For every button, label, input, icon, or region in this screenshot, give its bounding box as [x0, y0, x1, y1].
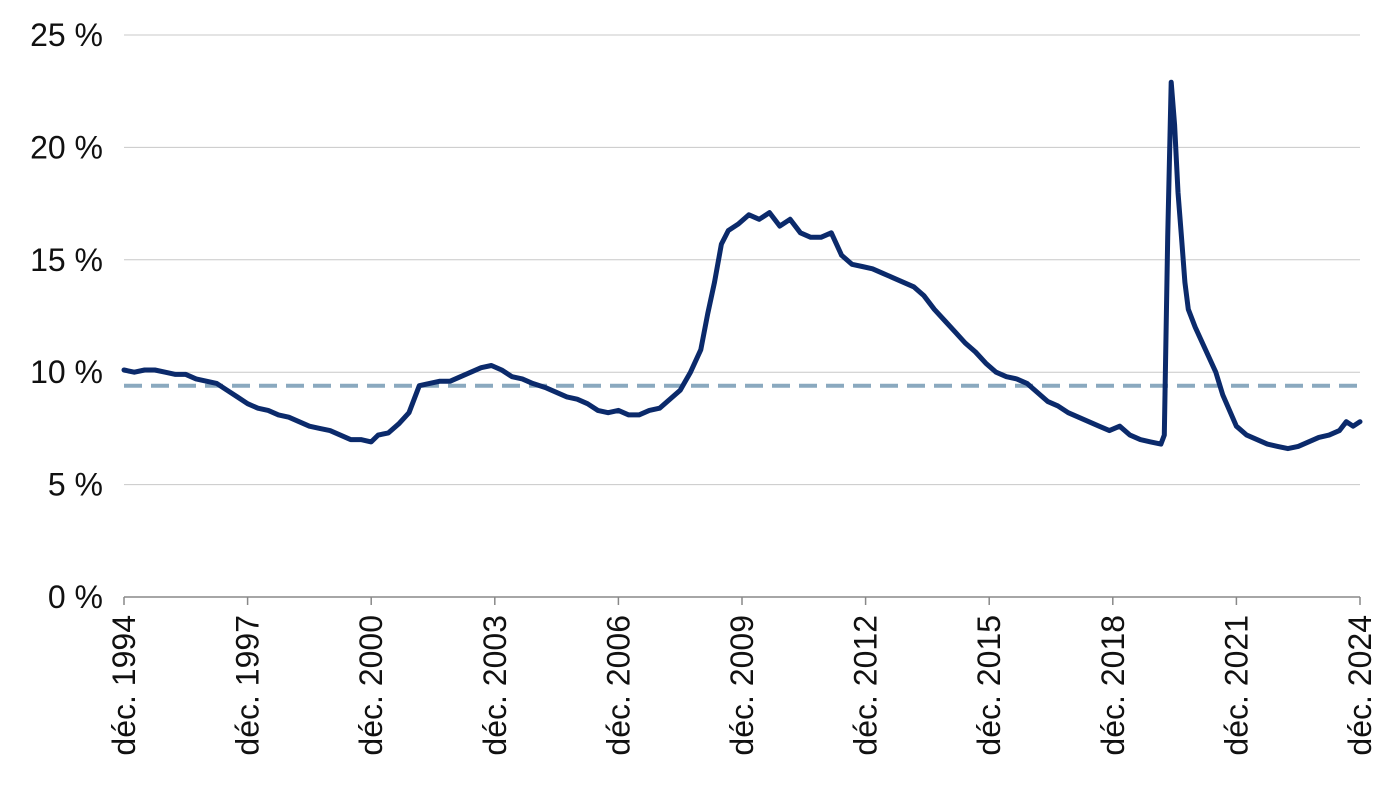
x-tick-label: déc. 2000: [353, 615, 389, 756]
y-axis-tick-labels: 0 % 5 % 10 % 15 % 20 % 25 %: [30, 17, 103, 615]
x-tick-label: déc. 2003: [477, 615, 513, 756]
x-tick-label: déc. 2012: [848, 615, 884, 756]
y-tick-label: 0 %: [48, 579, 103, 615]
x-tick-label: déc. 2024: [1342, 615, 1378, 756]
x-axis: [123, 596, 1361, 605]
y-tick-label: 5 %: [48, 467, 103, 503]
x-tick-label: déc. 1997: [230, 615, 266, 756]
series-line-group: [121, 79, 1363, 452]
y-tick-label: 20 %: [30, 129, 103, 165]
y-tick-label: 15 %: [30, 242, 103, 278]
x-tick-label: déc. 1994: [106, 615, 142, 756]
x-tick-label: déc. 2015: [971, 615, 1007, 756]
series-line: [121, 79, 1363, 452]
gridlines: [124, 34, 1360, 486]
x-tick-label: déc. 2006: [600, 615, 636, 756]
x-axis-tick-labels: déc. 1994 déc. 1997 déc. 2000 déc. 2003 déc.…: [106, 615, 1378, 756]
x-tick-label: déc. 2021: [1218, 615, 1254, 756]
x-tick-label: déc. 2018: [1095, 615, 1131, 756]
x-tick-label: déc. 2009: [724, 615, 760, 756]
y-tick-label: 10 %: [30, 354, 103, 390]
y-tick-label: 25 %: [30, 17, 103, 53]
